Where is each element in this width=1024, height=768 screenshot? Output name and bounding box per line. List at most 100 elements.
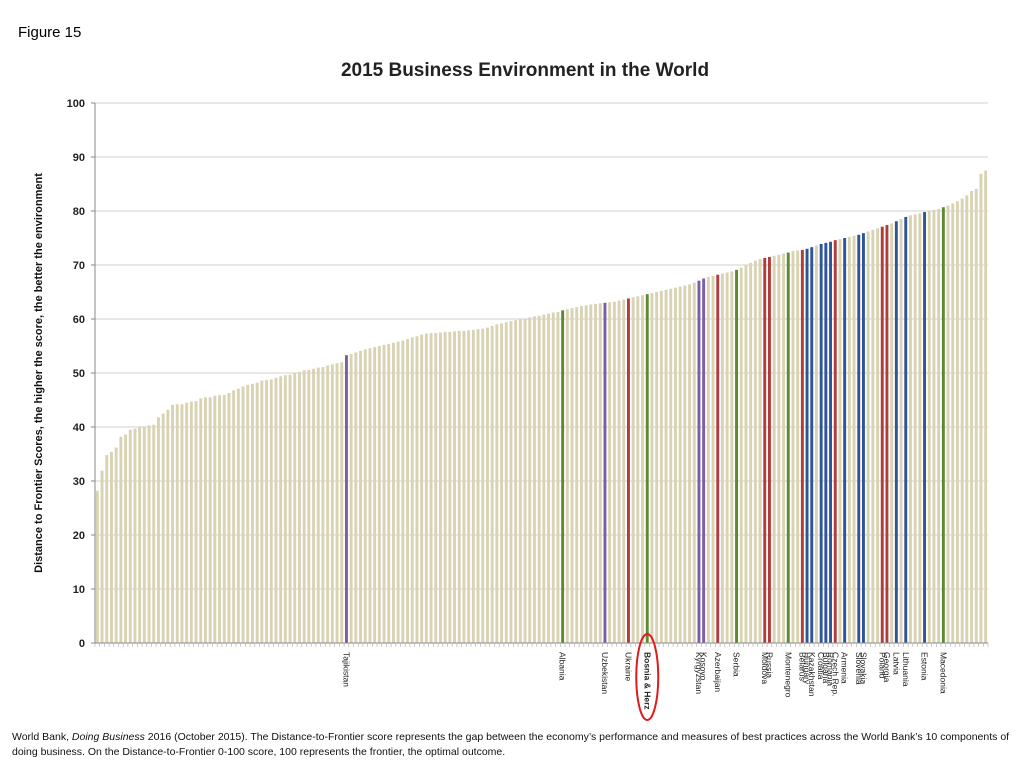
bar: [335, 363, 339, 643]
bar: [434, 333, 438, 643]
y-axis-label: Distance to Frontier Scores, the higher …: [33, 173, 45, 573]
bar: [932, 209, 936, 644]
bar: [683, 285, 687, 643]
bar: [185, 402, 189, 643]
country-label: Uzbekistan: [600, 652, 610, 694]
bar: [739, 267, 743, 643]
bar: [899, 219, 903, 643]
bar: [109, 451, 113, 643]
bar: [509, 321, 513, 643]
y-tick-label: 20: [73, 530, 85, 542]
bar: [438, 332, 442, 643]
bar: [236, 388, 240, 643]
bar: [119, 436, 123, 643]
bar: [551, 312, 555, 643]
bar: [927, 211, 931, 643]
bar-chart: 0 10 20 30 40 50 60 70 80 90 100 Tajikistan Albania…: [33, 98, 989, 721]
y-tick-label: 80: [73, 206, 85, 218]
country-label: Bulgaria: [821, 652, 831, 683]
bar: [570, 308, 574, 643]
bar-highlight: [904, 216, 908, 643]
bar: [476, 329, 480, 643]
bar: [232, 390, 236, 643]
bar: [556, 311, 560, 643]
bar: [523, 318, 527, 643]
bar: [406, 338, 410, 643]
bar: [664, 289, 668, 643]
bar: [321, 367, 325, 643]
bar: [979, 173, 983, 644]
country-label: Latvia: [891, 652, 901, 675]
bar: [876, 228, 880, 643]
bar: [396, 341, 400, 643]
bar: [255, 382, 259, 643]
bar-highlight: [810, 247, 814, 643]
bar: [340, 362, 344, 643]
bar: [772, 255, 776, 643]
bar: [673, 287, 677, 643]
bar: [490, 326, 494, 643]
bar: [471, 329, 475, 643]
country-label: Georgia: [882, 652, 892, 683]
bar: [377, 346, 381, 643]
bars: [95, 170, 988, 644]
country-label: Azerbaijan: [713, 652, 723, 692]
bar: [725, 272, 729, 643]
country-label: Croatia: [816, 652, 826, 680]
bar: [542, 314, 546, 643]
bar: [960, 198, 964, 643]
bar: [401, 340, 405, 643]
bar-highlight: [561, 310, 565, 643]
country-label: Russia: [764, 652, 774, 678]
bar: [410, 337, 414, 643]
bar: [584, 305, 588, 643]
bar: [279, 376, 283, 643]
bar: [650, 293, 654, 643]
bar-highlight: [735, 269, 739, 643]
bar: [951, 203, 955, 643]
y-tick-label: 60: [73, 314, 85, 326]
bar: [363, 349, 367, 643]
bar: [955, 201, 959, 643]
bar: [965, 195, 969, 643]
bar: [659, 290, 663, 643]
bar: [100, 470, 104, 643]
bar: [890, 223, 894, 644]
bar: [918, 213, 922, 643]
bar: [218, 395, 222, 643]
bar: [152, 424, 156, 643]
bar: [500, 323, 504, 643]
bar: [547, 313, 551, 643]
bar: [631, 297, 635, 643]
bar: [594, 303, 598, 643]
bar: [612, 301, 616, 643]
bar: [847, 236, 851, 644]
bar: [241, 386, 245, 643]
y-tick-label: 70: [73, 260, 85, 272]
bar: [518, 319, 522, 643]
bar: [579, 306, 583, 643]
bar: [565, 309, 569, 643]
bar-highlight: [819, 243, 823, 643]
country-label: Poland: [877, 652, 887, 679]
country-label: Estonia: [920, 652, 930, 681]
bar: [95, 490, 99, 643]
bar: [312, 368, 316, 643]
bar-highlight: [344, 355, 348, 643]
bar: [156, 417, 160, 643]
bar-highlight: [861, 233, 865, 643]
bar: [655, 292, 659, 643]
bar: [138, 427, 142, 643]
bar-highlight: [800, 249, 804, 643]
country-label: Ukraine: [623, 652, 633, 682]
bar: [368, 348, 372, 643]
bar: [166, 409, 170, 643]
bar: [443, 331, 447, 643]
country-label: Albania: [558, 652, 568, 681]
highlight-circle: [635, 633, 660, 721]
bar: [114, 447, 118, 643]
country-label: Lithuania: [901, 652, 911, 687]
bar: [147, 425, 151, 643]
bar: [758, 259, 762, 643]
bar-highlight: [763, 257, 767, 643]
